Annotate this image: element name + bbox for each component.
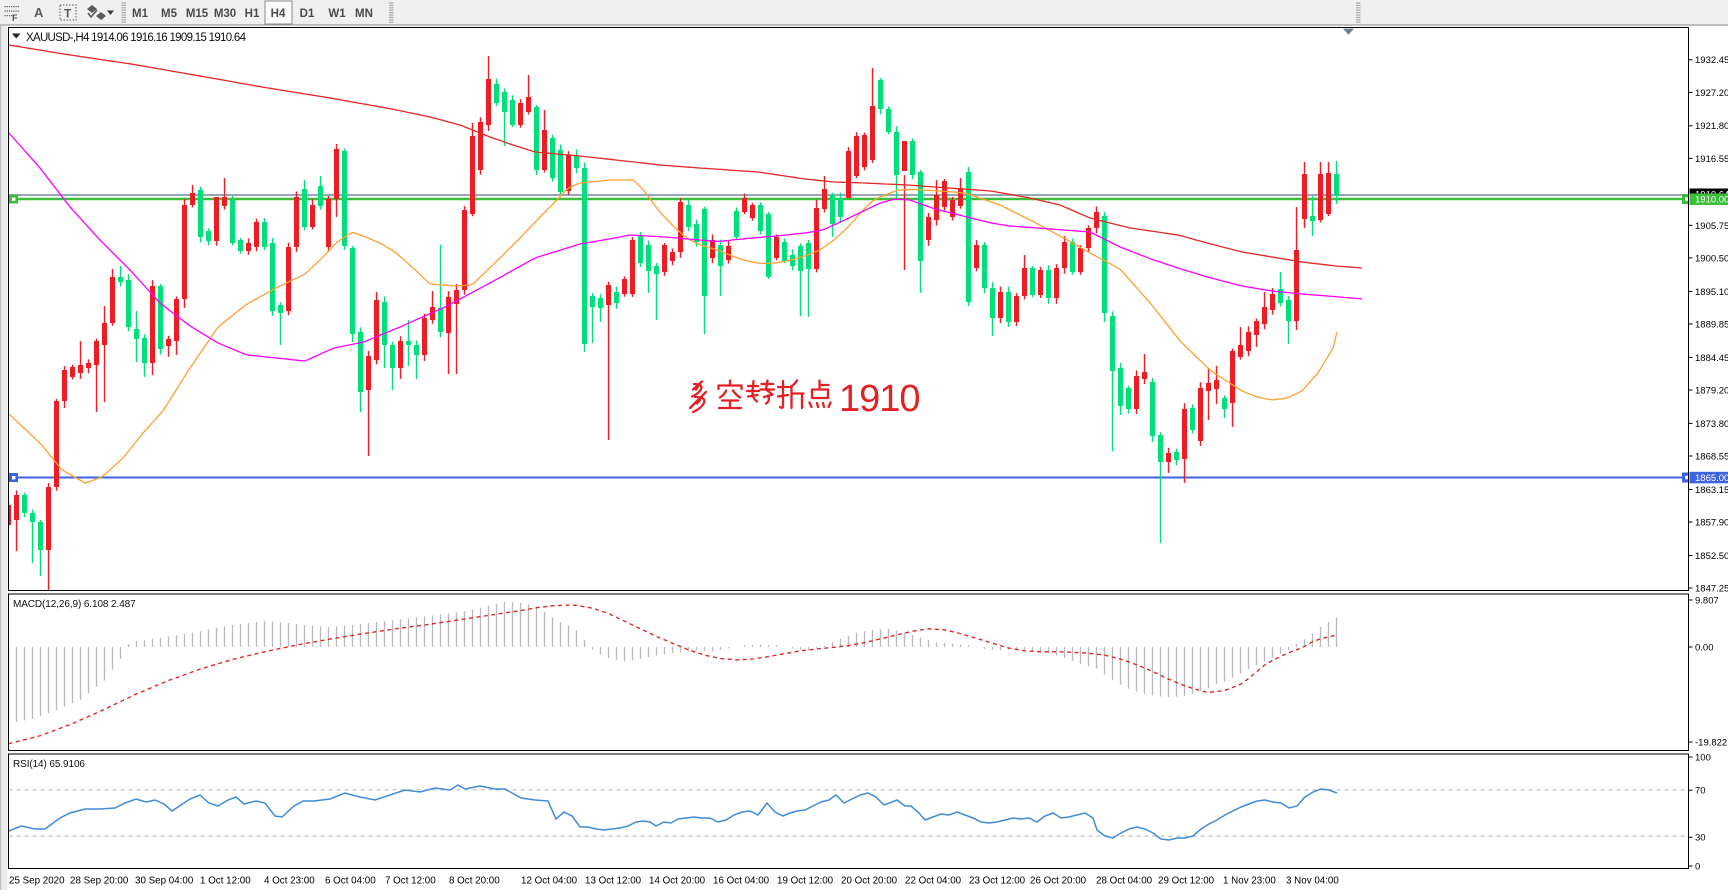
svg-text:D1: D1 xyxy=(300,8,315,20)
svg-text:1916.55: 1916.55 xyxy=(1695,154,1728,165)
svg-text:19 Oct 12:00: 19 Oct 12:00 xyxy=(777,876,834,887)
svg-text:1895.10: 1895.10 xyxy=(1695,287,1728,298)
svg-text:29 Oct 12:00: 29 Oct 12:00 xyxy=(1158,876,1215,887)
svg-text:30 Sep 04:00: 30 Sep 04:00 xyxy=(135,876,194,887)
svg-text:28 Oct 04:00: 28 Oct 04:00 xyxy=(1096,876,1153,887)
svg-text:1900.50: 1900.50 xyxy=(1695,253,1728,264)
svg-text:F: F xyxy=(12,13,18,23)
svg-text:30: 30 xyxy=(1695,833,1706,844)
svg-text:1921.80: 1921.80 xyxy=(1695,121,1728,132)
svg-text:1 Oct 12:00: 1 Oct 12:00 xyxy=(200,876,251,887)
svg-text:RSI(14) 65.9106: RSI(14) 65.9106 xyxy=(13,759,85,770)
svg-text:70: 70 xyxy=(1695,786,1706,797)
svg-text:14 Oct 20:00: 14 Oct 20:00 xyxy=(649,876,706,887)
svg-text:H4: H4 xyxy=(271,8,286,20)
svg-text:M5: M5 xyxy=(161,8,178,20)
svg-text:0: 0 xyxy=(1695,861,1700,872)
svg-text:M15: M15 xyxy=(186,8,209,20)
svg-text:1865.00: 1865.00 xyxy=(1695,473,1728,484)
svg-text:12 Oct 04:00: 12 Oct 04:00 xyxy=(521,876,578,887)
svg-text:-19.822: -19.822 xyxy=(1695,737,1727,748)
svg-text:M30: M30 xyxy=(214,8,236,20)
svg-text:MACD(12,26,9) 6.108 2.487: MACD(12,26,9) 6.108 2.487 xyxy=(13,599,136,610)
svg-text:1932.45: 1932.45 xyxy=(1695,55,1728,66)
svg-text:1905.75: 1905.75 xyxy=(1695,221,1728,232)
svg-text:28 Sep 20:00: 28 Sep 20:00 xyxy=(70,876,129,887)
svg-text:T: T xyxy=(64,7,72,21)
svg-text:20 Oct 20:00: 20 Oct 20:00 xyxy=(841,876,898,887)
svg-text:26 Oct 20:00: 26 Oct 20:00 xyxy=(1030,876,1087,887)
svg-text:0.00: 0.00 xyxy=(1695,642,1714,653)
svg-text:9.807: 9.807 xyxy=(1695,595,1719,606)
svg-text:1910.00: 1910.00 xyxy=(1695,195,1728,206)
svg-text:MN: MN xyxy=(355,8,373,20)
svg-text:1863.15: 1863.15 xyxy=(1695,485,1728,496)
svg-text:100: 100 xyxy=(1695,752,1711,763)
svg-text:25 Sep 2020: 25 Sep 2020 xyxy=(9,876,65,887)
svg-text:1927.20: 1927.20 xyxy=(1695,88,1728,99)
svg-text:1868.55: 1868.55 xyxy=(1695,451,1728,462)
svg-text:1873.80: 1873.80 xyxy=(1695,419,1728,430)
svg-text:M1: M1 xyxy=(132,8,149,20)
svg-text:1 Nov 23:00: 1 Nov 23:00 xyxy=(1223,876,1276,887)
svg-text:3 Nov 04:00: 3 Nov 04:00 xyxy=(1286,876,1339,887)
svg-text:16 Oct 04:00: 16 Oct 04:00 xyxy=(713,876,770,887)
svg-text:1852.50: 1852.50 xyxy=(1695,551,1728,562)
svg-text:XAUUSD-,H4 1914.06 1916.16 19: XAUUSD-,H4 1914.06 1916.16 1909.15 1910.… xyxy=(26,32,247,44)
svg-text:1847.25: 1847.25 xyxy=(1695,583,1728,594)
svg-text:1879.20: 1879.20 xyxy=(1695,385,1728,396)
svg-text:W1: W1 xyxy=(328,8,346,20)
svg-text:1910: 1910 xyxy=(839,378,920,420)
svg-text:1889.85: 1889.85 xyxy=(1695,319,1728,330)
svg-text:22 Oct 04:00: 22 Oct 04:00 xyxy=(905,876,962,887)
svg-text:H1: H1 xyxy=(245,8,260,20)
svg-text:8 Oct 20:00: 8 Oct 20:00 xyxy=(449,876,500,887)
svg-text:4 Oct 23:00: 4 Oct 23:00 xyxy=(264,876,315,887)
svg-text:13 Oct 12:00: 13 Oct 12:00 xyxy=(585,876,642,887)
svg-text:1884.45: 1884.45 xyxy=(1695,353,1728,364)
svg-text:6 Oct 04:00: 6 Oct 04:00 xyxy=(325,876,376,887)
svg-text:1857.90: 1857.90 xyxy=(1695,517,1728,528)
svg-text:7 Oct 12:00: 7 Oct 12:00 xyxy=(385,876,436,887)
svg-text:23 Oct 12:00: 23 Oct 12:00 xyxy=(969,876,1026,887)
svg-text:A: A xyxy=(34,5,44,20)
